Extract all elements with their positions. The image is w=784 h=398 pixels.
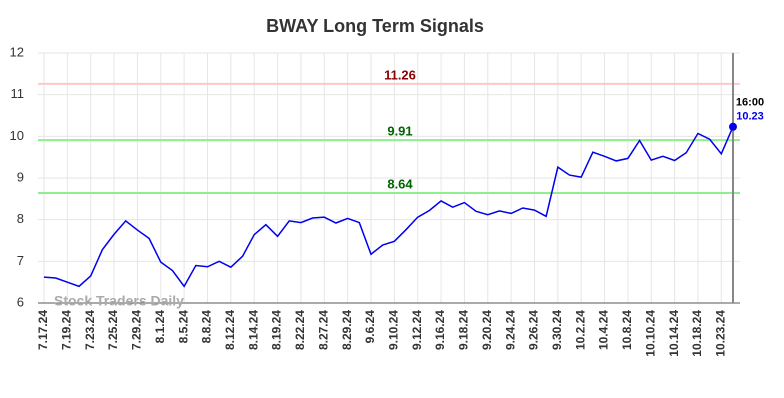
x-tick-label: 10.23.24 [713,310,727,357]
x-tick-label: 10.18.24 [690,310,704,357]
chart-title: BWAY Long Term Signals [266,16,484,36]
x-tick-label: 9.12.24 [410,310,424,350]
last-point [729,122,737,131]
x-tick-label: 8.27.24 [316,310,330,350]
x-tick-label: 8.22.24 [293,310,307,350]
x-tick-label: 9.6.24 [363,310,377,344]
x-tick-label: 10.4.24 [597,310,611,350]
x-tick-label: 7.25.24 [106,310,120,350]
x-tick-label: 8.8.24 [200,310,214,344]
y-tick-label: 9 [17,169,24,184]
x-tick-label: 8.5.24 [176,310,190,344]
x-tick-label: 9.30.24 [550,310,564,350]
x-tick-label: 10.14.24 [667,310,681,357]
x-tick-label: 9.20.24 [480,310,494,350]
signal-label: 11.26 [384,67,416,82]
x-tick-label: 9.10.24 [387,310,401,350]
x-tick-label: 7.29.24 [130,310,144,350]
x-tick-label: 8.1.24 [153,310,167,344]
x-tick-label: 9.24.24 [503,310,517,350]
price-line [43,126,734,288]
x-tick-label: 10.8.24 [620,310,634,350]
y-tick-label: 8 [17,211,24,226]
x-tick-label: 9.26.24 [527,310,541,350]
x-tick-label: 7.19.24 [60,310,74,350]
y-tick-label: 7 [17,253,24,268]
x-tick-label: 9.16.24 [433,310,447,350]
x-tick-label: 8.19.24 [270,310,284,350]
x-tick-label: 7.17.24 [36,310,50,350]
y-tick-label: 10 [10,128,24,143]
y-tick-label: 12 [10,44,24,59]
x-tick-label: 9.18.24 [457,310,471,350]
watermark: Stock Traders Daily [54,293,184,309]
y-tick-label: 6 [17,294,24,309]
y-tick-label: 11 [11,86,25,101]
x-tick-label: 8.12.24 [223,310,237,350]
last-time-label: 16:00 [736,97,764,109]
last-value-label: 10.23 [736,111,764,123]
x-tick-label: 7.23.24 [83,310,97,350]
signal-label: 9.91 [387,124,412,139]
x-tick-label: 10.2.24 [573,310,587,350]
x-tick-label: 10.10.24 [643,310,657,357]
x-tick-label: 8.29.24 [340,310,354,350]
x-tick-label: 8.14.24 [246,310,260,350]
signal-label: 8.64 [387,176,413,191]
